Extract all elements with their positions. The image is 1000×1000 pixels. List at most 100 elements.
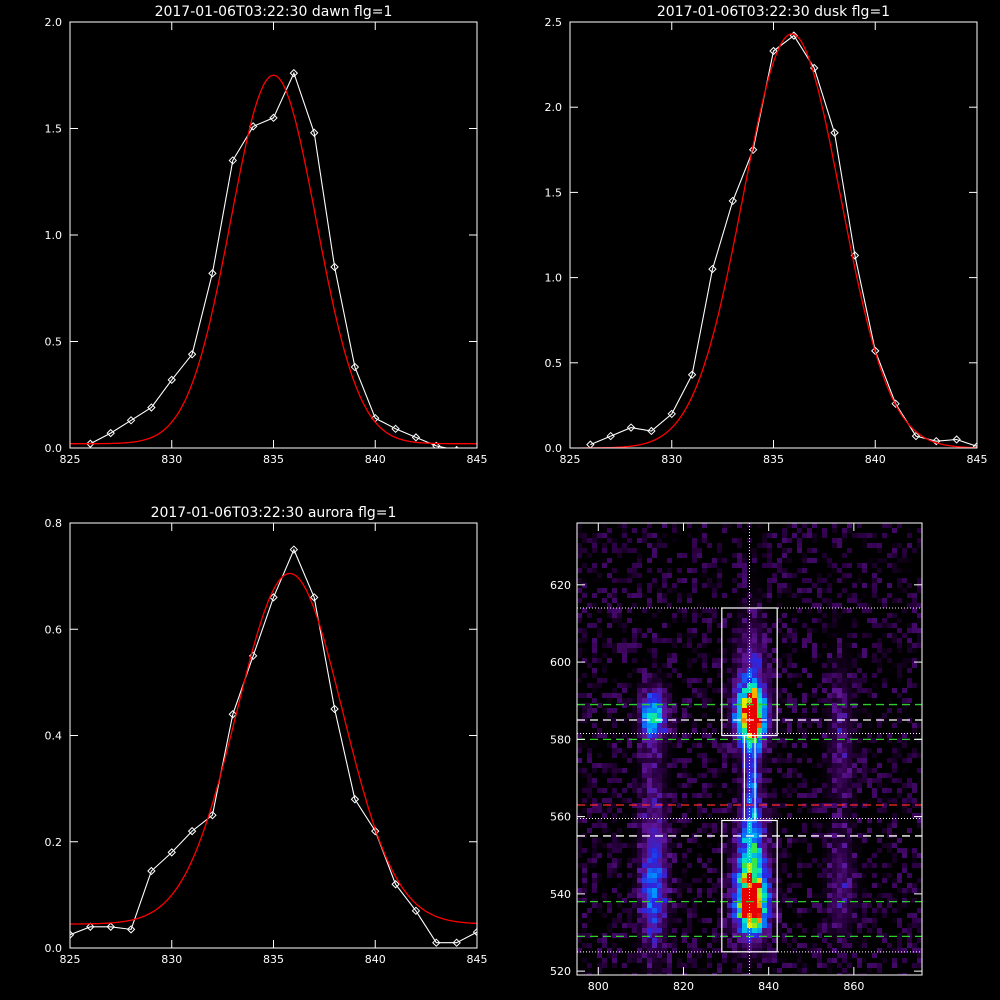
heatmap-cell [577, 823, 582, 828]
heatmap-cell [762, 913, 767, 918]
heatmap-cell [802, 693, 807, 698]
heatmap-cell [707, 823, 712, 828]
heatmap-cell [757, 543, 762, 548]
heatmap-cell [737, 793, 742, 798]
heatmap-cell [732, 948, 737, 953]
heatmap-cell [787, 793, 792, 798]
heatmap-cell [807, 588, 812, 593]
heatmap-cell [662, 973, 667, 975]
heatmap-cell [832, 688, 837, 693]
heatmap-cell [702, 553, 707, 558]
heatmap-cell [787, 573, 792, 578]
heatmap-cell [672, 908, 677, 913]
heatmap-cell [742, 563, 747, 568]
heatmap-cell [822, 768, 827, 773]
heatmap-cell [627, 828, 632, 833]
heatmap-cell [762, 968, 767, 973]
heatmap-cell [622, 648, 627, 653]
heatmap-cell [612, 648, 617, 653]
heatmap-cell [732, 668, 737, 673]
heatmap-cell [712, 558, 717, 563]
heatmap-cell [812, 728, 817, 733]
heatmap-cell [587, 658, 592, 663]
heatmap-cell [717, 553, 722, 558]
heatmap-cell [717, 753, 722, 758]
heatmap-cell [827, 553, 832, 558]
heatmap-cell [782, 818, 787, 823]
heatmap-cell [757, 758, 762, 763]
heatmap-cell [757, 938, 762, 943]
heatmap-cell [692, 733, 697, 738]
heatmap-cell [662, 913, 667, 918]
heatmap-cell [797, 708, 802, 713]
heatmap-cell [757, 888, 762, 893]
heatmap-cell [632, 608, 637, 613]
heatmap-cell [817, 913, 822, 918]
heatmap-cell [702, 938, 707, 943]
heatmap-cell [807, 638, 812, 643]
data-point-marker [411, 433, 421, 442]
heatmap-cell [697, 688, 702, 693]
heatmap-cell [607, 928, 612, 933]
heatmap-cell [732, 623, 737, 628]
heatmap-cell [647, 948, 652, 953]
heatmap-cell [672, 923, 677, 928]
heatmap-cell [662, 703, 667, 708]
heatmap-cell [792, 628, 797, 633]
heatmap-cell [757, 768, 762, 773]
heatmap-cell [787, 543, 792, 548]
heatmap-cell [712, 798, 717, 803]
heatmap-cell [672, 838, 677, 843]
heatmap-cell [832, 788, 837, 793]
heatmap-cell [772, 793, 777, 798]
heatmap-cell [587, 783, 592, 788]
heatmap-cell [792, 528, 797, 533]
heatmap-cell [752, 728, 757, 733]
heatmap-cell [617, 818, 622, 823]
heatmap-cell [837, 573, 842, 578]
heatmap-cell [692, 793, 697, 798]
heatmap-cell [667, 603, 672, 608]
heatmap-cell [777, 953, 782, 958]
heatmap-cell [742, 918, 747, 923]
heatmap-cell [737, 808, 742, 813]
heatmap-cell [782, 563, 787, 568]
heatmap-cell [772, 923, 777, 928]
x-tick-label: 845 [467, 953, 488, 966]
heatmap-cell [617, 643, 622, 648]
heatmap-cell [737, 723, 742, 728]
heatmap-cell [682, 868, 687, 873]
heatmap-cell [687, 708, 692, 713]
heatmap-cell [622, 908, 627, 913]
heatmap-cell [822, 698, 827, 703]
heatmap-cell [627, 693, 632, 698]
heatmap-cell [587, 713, 592, 718]
heatmap-cell [817, 873, 822, 878]
x-tick-label: 840 [365, 453, 386, 466]
heatmap-cell [797, 723, 802, 728]
heatmap-cell [627, 923, 632, 928]
heatmap-cell [827, 628, 832, 633]
heatmap-cell [812, 633, 817, 638]
heatmap-cell [677, 853, 682, 858]
heatmap-cell [772, 783, 777, 788]
heatmap-cell [582, 708, 587, 713]
heatmap-cell [782, 833, 787, 838]
heatmap-cell [787, 858, 792, 863]
heatmap-cell [837, 863, 842, 868]
heatmap-cell [832, 603, 837, 608]
heatmap-cell [687, 713, 692, 718]
heatmap-cell [612, 783, 617, 788]
heatmap-cell [642, 558, 647, 563]
heatmap-cell [702, 678, 707, 683]
heatmap-cell [582, 753, 587, 758]
heatmap-cell [797, 928, 802, 933]
heatmap-cell [617, 563, 622, 568]
heatmap-cell [632, 863, 637, 868]
heatmap-cell [757, 883, 762, 888]
heatmap-cell [832, 803, 837, 808]
heatmap-cell [702, 778, 707, 783]
heatmap-cell [812, 658, 817, 663]
heatmap-cell [687, 918, 692, 923]
heatmap-cell [692, 603, 697, 608]
